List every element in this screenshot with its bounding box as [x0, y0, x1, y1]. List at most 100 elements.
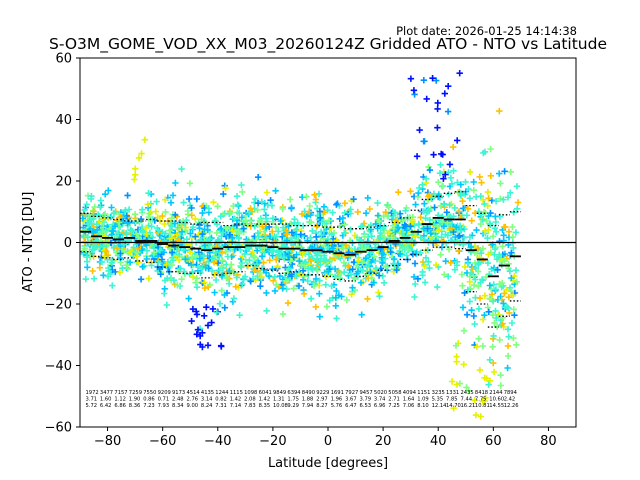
- scatter-point: [254, 221, 261, 228]
- scatter-point: [494, 266, 501, 273]
- scatter-point: [314, 267, 321, 274]
- bin-sd-label: 6.47: [345, 403, 357, 409]
- bin-count-label: 1098: [244, 390, 257, 396]
- scatter-point: [307, 234, 314, 241]
- x-tick-label: 80: [540, 434, 557, 449]
- scatter-point: [172, 211, 179, 219]
- scatter-point: [463, 311, 471, 318]
- scatter-point: [421, 200, 428, 207]
- scatter-point: [201, 284, 209, 292]
- bin-sd-label: 7.93: [158, 403, 170, 409]
- scatter-point: [417, 214, 424, 221]
- scatter-point: [83, 253, 91, 261]
- scatter-point: [417, 249, 424, 257]
- scatter-point: [376, 293, 383, 300]
- scatter-point: [309, 227, 316, 235]
- bin-count-label: 9209: [158, 390, 171, 396]
- scatter-point: [395, 189, 402, 196]
- scatter-point: [317, 214, 324, 221]
- scatter-point: [205, 205, 212, 212]
- scatter-point: [499, 279, 506, 287]
- bin-sd-label: 8.27: [316, 403, 328, 409]
- scatter-point: [328, 282, 335, 290]
- scatter-point: [150, 249, 158, 256]
- scatter-point: [235, 202, 242, 210]
- scatter-point: [97, 204, 104, 211]
- scatter-point: [358, 311, 365, 318]
- scatter-point: [258, 273, 265, 281]
- bin-sd-label: 8.24: [201, 403, 213, 409]
- scatter-point: [306, 202, 313, 210]
- scatter-point: [504, 364, 511, 372]
- x-tick-label: −40: [204, 434, 231, 449]
- scatter-point: [274, 263, 281, 270]
- scatter-point: [265, 272, 273, 280]
- bin-sd-label: 16.21: [461, 403, 476, 409]
- scatter-point: [339, 214, 347, 222]
- scatter-point: [445, 191, 452, 198]
- scatter-point: [489, 233, 497, 240]
- scatter-point: [496, 238, 503, 245]
- scatter-point: [398, 230, 406, 237]
- scatter-point: [223, 225, 230, 232]
- scatter-point: [484, 234, 491, 242]
- scatter-point: [184, 207, 191, 215]
- scatter-point: [138, 150, 145, 157]
- scatter-point: [435, 193, 442, 201]
- scatter-point: [411, 222, 418, 229]
- scatter-point: [163, 301, 170, 309]
- y-tick-label: 20: [55, 175, 72, 190]
- bin-sd-label: 14.55: [489, 403, 504, 409]
- scatter-point: [304, 265, 312, 272]
- scatter-point: [210, 259, 218, 266]
- scatter-point: [375, 272, 383, 279]
- scatter-point: [124, 192, 131, 199]
- scatter-point: [81, 206, 88, 214]
- scatter-point: [258, 264, 266, 272]
- scatter-point: [174, 224, 181, 231]
- x-tick-label: 40: [430, 434, 447, 449]
- scatter-point: [490, 368, 498, 376]
- scatter-point: [386, 228, 393, 235]
- y-tick-label: 0: [64, 236, 72, 251]
- scatter-point: [460, 234, 468, 241]
- scatter-point: [422, 254, 430, 261]
- scatter-point: [390, 225, 397, 232]
- scatter-point: [303, 213, 310, 220]
- bin-count-label: 6041: [259, 390, 272, 396]
- bin-sd-label: 12.14: [432, 403, 448, 409]
- scatter-point: [421, 262, 428, 270]
- scatter-point: [196, 255, 204, 262]
- scatter-point: [446, 201, 453, 209]
- bin-count-label: 5058: [388, 390, 401, 396]
- y-tick-label: −40: [45, 359, 72, 374]
- scatter-point: [162, 230, 169, 237]
- scatter-point: [228, 227, 236, 234]
- scatter-point: [135, 154, 143, 162]
- scatter-point: [447, 174, 455, 181]
- scatter-point: [350, 196, 357, 203]
- bin-sd-label: 12.26: [504, 403, 519, 409]
- scatter-point: [500, 223, 508, 231]
- bin-mean-label: 3.79: [360, 397, 372, 403]
- scatter-point: [471, 397, 478, 404]
- scatter-point: [454, 179, 461, 186]
- scatter-point: [259, 223, 266, 230]
- scatter-point: [463, 384, 470, 391]
- scatter-point: [230, 295, 237, 302]
- scatter-point: [341, 269, 348, 276]
- scatter-point: [468, 307, 475, 314]
- scatter-point: [435, 179, 442, 186]
- scatter-point: [325, 268, 332, 275]
- scatter-point: [327, 224, 335, 232]
- scatter-point: [169, 192, 177, 199]
- scatter-point: [419, 268, 426, 276]
- scatter-point: [370, 253, 378, 260]
- scatter-point: [336, 274, 343, 281]
- scatter-point: [290, 285, 297, 292]
- scatter-point: [412, 280, 419, 288]
- scatter-point: [427, 230, 434, 237]
- scatter-point: [432, 261, 440, 269]
- bin-sd-label: 7.31: [215, 403, 227, 409]
- scatter-point: [315, 190, 323, 197]
